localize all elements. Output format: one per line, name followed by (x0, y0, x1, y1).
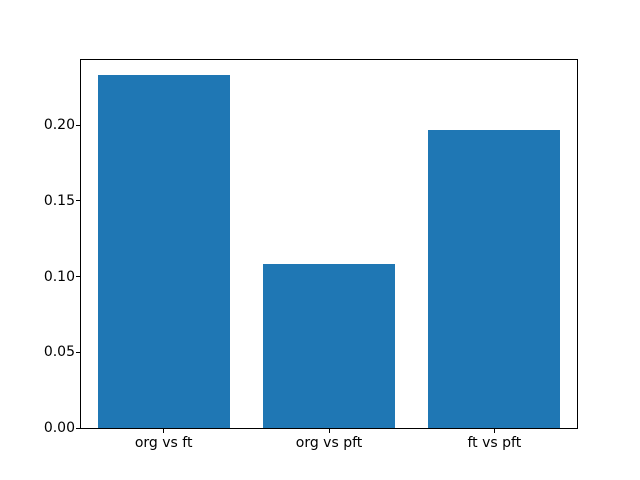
y-tick-label: 0.00 (43, 420, 75, 436)
x-tick-mark (163, 429, 165, 433)
plot-area: org vs ft org vs pft ft vs pft 0.00 0.05 0.10… (44, 59, 578, 451)
y-tick-label: 0.10 (43, 268, 75, 285)
y-tick-mark (76, 351, 80, 353)
bar-ft-vs-pft (428, 129, 561, 428)
y-tick-mark (76, 427, 80, 429)
x-tick-mark (328, 429, 330, 433)
bar-org-vs-pft (262, 264, 396, 428)
x-tick-mark (493, 429, 495, 433)
y-tick-label: 0.15 (43, 192, 75, 209)
bar-org-vs-ft (97, 75, 230, 428)
y-tick-mark (76, 200, 80, 202)
y-tick-mark (76, 276, 80, 278)
y-tick-label: 0.20 (43, 117, 75, 134)
y-tick-label: 0.05 (43, 344, 75, 361)
x-tick-label: ft vs pft (467, 435, 522, 451)
x-tick-label: org vs pft (295, 435, 363, 451)
y-tick-mark (76, 124, 80, 126)
x-tick-label: org vs ft (134, 435, 193, 451)
